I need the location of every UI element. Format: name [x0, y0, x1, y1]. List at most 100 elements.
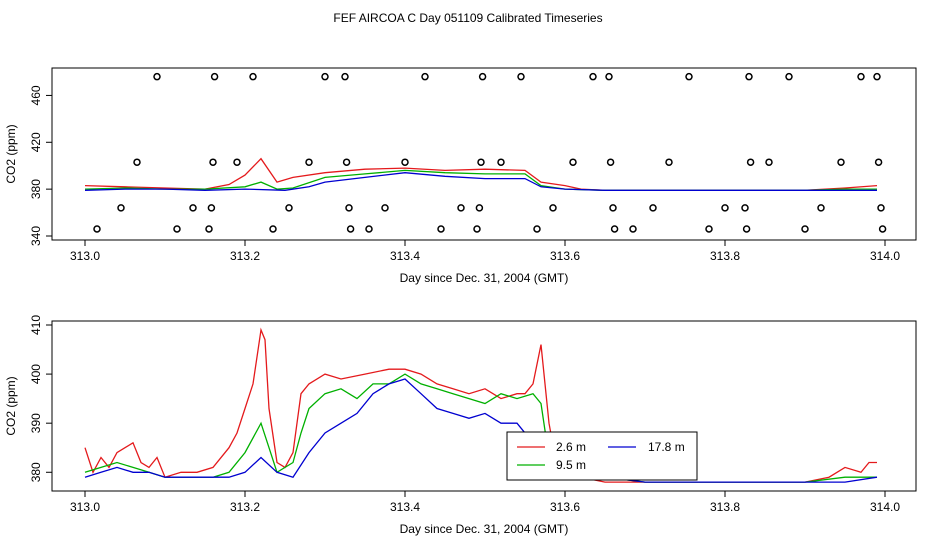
top-marker-layer [93, 72, 887, 233]
calibration-marker [117, 204, 125, 212]
calibration-marker [365, 225, 373, 233]
calibration-marker [473, 225, 481, 233]
calibration-marker [746, 158, 755, 166]
top-x-tick-label: 313.6 [550, 249, 580, 263]
bottom-x-tick-label: 313.0 [70, 500, 100, 514]
bottom-x-tick-label: 313.6 [550, 500, 580, 514]
top-series-layer [84, 157, 878, 191]
calibration-marker [321, 72, 329, 81]
bottom-y-tick-label: 400 [29, 364, 43, 384]
calibration-marker [533, 225, 541, 233]
calibration-marker [745, 72, 753, 81]
top-series-17.8m [84, 172, 877, 191]
calibration-marker [133, 158, 141, 166]
calibration-marker [610, 225, 619, 233]
calibration-marker [93, 225, 101, 233]
calibration-marker [269, 225, 277, 233]
bottom-y-tick-label: 380 [29, 462, 43, 482]
legend-label-17.8m: 17.8 m [648, 440, 685, 454]
calibration-marker [305, 158, 313, 166]
bottom-y-tick-label: 390 [29, 413, 43, 433]
calibration-marker [569, 158, 577, 166]
top-plot-frame [51, 67, 917, 241]
calibration-marker [421, 72, 429, 81]
bottom-plot-frame [51, 320, 917, 492]
legend-label-2.6m: 2.6 m [556, 440, 586, 454]
calibration-marker [649, 204, 657, 212]
calibration-marker [233, 158, 241, 166]
calibration-marker [549, 204, 557, 212]
bottom-x-tick-label: 313.4 [390, 500, 420, 514]
calibration-marker [765, 158, 773, 166]
calibration-marker [457, 204, 465, 212]
bottom-grid-layer: 313.0 313.2 313.4 313.6 313.8 314.0 380 390 400 4… [29, 315, 900, 514]
calibration-marker [153, 72, 161, 81]
calibration-marker [345, 204, 353, 212]
top-x-axis-label: Day since Dec. 31, 2004 (GMT) [400, 271, 569, 285]
top-x-tick-label: 314.0 [870, 249, 900, 263]
calibration-marker [877, 204, 885, 212]
top-y-tick-label: 380 [29, 179, 43, 199]
calibration-marker [401, 158, 409, 166]
bottom-x-tick-label: 314.0 [870, 500, 900, 514]
calibration-marker [207, 204, 216, 212]
top-series-2.6m [84, 157, 878, 191]
calibration-marker [837, 158, 845, 166]
calibration-marker [173, 225, 181, 233]
bottom-x-tick-label: 313.2 [230, 500, 260, 514]
calibration-marker [721, 204, 729, 212]
calibration-marker [477, 158, 485, 166]
calibration-marker [742, 225, 751, 233]
calibration-marker [817, 204, 825, 212]
calibration-marker [205, 225, 213, 233]
calibration-marker [705, 225, 713, 233]
calibration-marker [249, 72, 257, 81]
top-x-tick-label: 313.4 [390, 249, 420, 263]
calibration-marker [381, 204, 389, 212]
calibration-marker [210, 72, 219, 81]
calibration-marker [606, 158, 615, 166]
calibration-marker [285, 204, 293, 212]
bottom-series-2.6m [84, 327, 877, 483]
legend-label-9.5m: 9.5 m [556, 458, 586, 472]
top-y-tick-label: 340 [29, 226, 43, 246]
calibration-marker [873, 72, 881, 81]
calibration-marker [785, 72, 793, 81]
top-series-9.5m [84, 169, 877, 191]
calibration-marker [341, 72, 349, 81]
calibration-marker [857, 72, 865, 81]
calibration-marker [801, 225, 809, 233]
bottom-y-axis-label: CO2 (ppm) [4, 376, 18, 435]
calibration-marker [685, 72, 693, 81]
calibration-marker [437, 225, 445, 233]
calibration-marker [497, 158, 505, 166]
calibration-marker [589, 72, 597, 81]
calibration-marker [346, 225, 355, 233]
calibration-marker [478, 72, 487, 81]
bottom-y-tick-label: 410 [29, 315, 43, 335]
bottom-series-layer [84, 327, 878, 483]
bottom-panel: 313.0 313.2 313.4 313.6 313.8 314.0 380 390 400 4… [4, 315, 917, 536]
bottom-series-17.8m [84, 378, 878, 483]
calibration-marker [878, 225, 887, 233]
top-x-tick-label: 313.8 [710, 249, 740, 263]
calibration-marker [629, 225, 637, 233]
top-x-tick-label: 313.2 [230, 249, 260, 263]
calibration-marker [665, 158, 673, 166]
top-y-tick-label: 460 [29, 85, 43, 105]
top-panel: 313.0 313.2 313.4 313.6 313.8 314.0 340 380 420 4… [4, 67, 917, 285]
top-y-tick-label: 420 [29, 132, 43, 152]
calibration-marker [605, 72, 613, 81]
calibration-marker [874, 158, 883, 166]
calibration-marker [209, 158, 217, 166]
bottom-x-axis-label: Day since Dec. 31, 2004 (GMT) [400, 522, 569, 536]
top-y-axis-label: CO2 (ppm) [4, 124, 18, 183]
top-grid-layer: 313.0 313.2 313.4 313.6 313.8 314.0 340 380 420 4… [29, 85, 900, 263]
calibration-marker [741, 204, 749, 212]
chart-title: FEF AIRCOA C Day 051109 Calibrated Times… [333, 11, 602, 25]
calibration-marker [189, 204, 197, 212]
calibration-marker [609, 204, 617, 212]
calibration-marker [342, 158, 351, 166]
legend: 2.6 m 17.8 m 9.5 m [506, 431, 698, 481]
